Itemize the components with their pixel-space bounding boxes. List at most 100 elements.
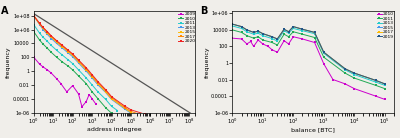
2010 [260, 43, 265, 45]
2020 [60, 45, 65, 46]
2011 [230, 29, 235, 31]
2015 [373, 79, 378, 81]
2010 [266, 46, 270, 47]
2011 [300, 33, 305, 35]
2013 [66, 52, 71, 54]
2015 [286, 31, 291, 33]
2009 [58, 83, 63, 84]
2010 [270, 49, 274, 51]
Line: 2011: 2011 [33, 24, 118, 112]
2017 [230, 23, 235, 25]
2013 [321, 52, 326, 54]
2015 [260, 33, 265, 34]
2011 [352, 77, 357, 79]
2010 [90, 91, 94, 93]
2011 [256, 36, 260, 38]
2017 [300, 28, 305, 30]
2015 [96, 83, 100, 84]
2017 [54, 40, 59, 42]
2017 [37, 23, 42, 25]
2010 [312, 42, 317, 43]
Line: 2015: 2015 [231, 23, 386, 85]
2013 [90, 77, 94, 79]
2010 [37, 39, 42, 41]
2011 [251, 37, 256, 39]
2009 [37, 63, 42, 65]
2019 [312, 32, 317, 33]
2009 [87, 94, 92, 95]
2013 [343, 69, 348, 71]
2011 [66, 59, 71, 61]
2015 [239, 26, 244, 27]
2019 [275, 38, 280, 40]
2015 [90, 76, 94, 78]
Text: B: B [200, 6, 208, 16]
2010 [96, 98, 100, 100]
2017 [49, 36, 54, 37]
2010 [103, 107, 108, 109]
2019 [382, 83, 387, 85]
2011 [45, 40, 50, 42]
2011 [275, 44, 280, 46]
Line: 2009: 2009 [33, 56, 96, 108]
2013 [103, 92, 108, 93]
2015 [382, 83, 387, 85]
2010 [275, 51, 280, 53]
2019 [270, 36, 274, 38]
2015 [37, 23, 42, 25]
2010 [70, 69, 75, 71]
2020 [148, 117, 153, 118]
2011 [31, 24, 36, 26]
2020 [41, 27, 46, 28]
2011 [84, 77, 89, 79]
2017 [373, 79, 378, 81]
2015 [45, 32, 50, 34]
2011 [343, 72, 348, 74]
2020 [109, 96, 114, 97]
2010 [84, 83, 89, 84]
2011 [286, 36, 291, 38]
2011 [382, 88, 387, 89]
2010 [382, 99, 387, 100]
Y-axis label: frequency: frequency [205, 46, 210, 78]
2010 [109, 112, 114, 114]
2013 [260, 35, 265, 37]
2019 [244, 29, 249, 31]
2017 [45, 31, 50, 33]
2017 [41, 27, 46, 28]
2009 [93, 103, 98, 104]
2011 [41, 36, 46, 38]
2015 [123, 108, 128, 109]
2020 [84, 67, 89, 69]
2017 [66, 50, 71, 52]
2013 [239, 28, 244, 29]
2010 [31, 31, 36, 32]
Line: 2011: 2011 [231, 29, 386, 90]
2015 [54, 41, 59, 43]
2011 [115, 110, 120, 111]
2019 [230, 23, 235, 25]
2009 [64, 91, 69, 93]
Line: 2017: 2017 [33, 15, 146, 117]
2010 [282, 40, 286, 42]
2013 [244, 31, 249, 33]
2017 [70, 54, 75, 55]
2013 [45, 34, 50, 35]
2019 [282, 28, 286, 30]
2011 [244, 35, 249, 37]
Y-axis label: frequency: frequency [6, 46, 11, 78]
Line: 2013: 2013 [231, 25, 386, 86]
2020 [31, 15, 36, 17]
2013 [291, 28, 296, 29]
2017 [312, 32, 317, 33]
2013 [286, 32, 291, 34]
2020 [123, 106, 128, 107]
2017 [352, 72, 357, 74]
2015 [103, 91, 108, 93]
2009 [54, 78, 59, 79]
2010 [286, 43, 291, 45]
2013 [270, 38, 274, 39]
2013 [312, 33, 317, 34]
2011 [54, 50, 59, 51]
2010 [54, 56, 59, 58]
